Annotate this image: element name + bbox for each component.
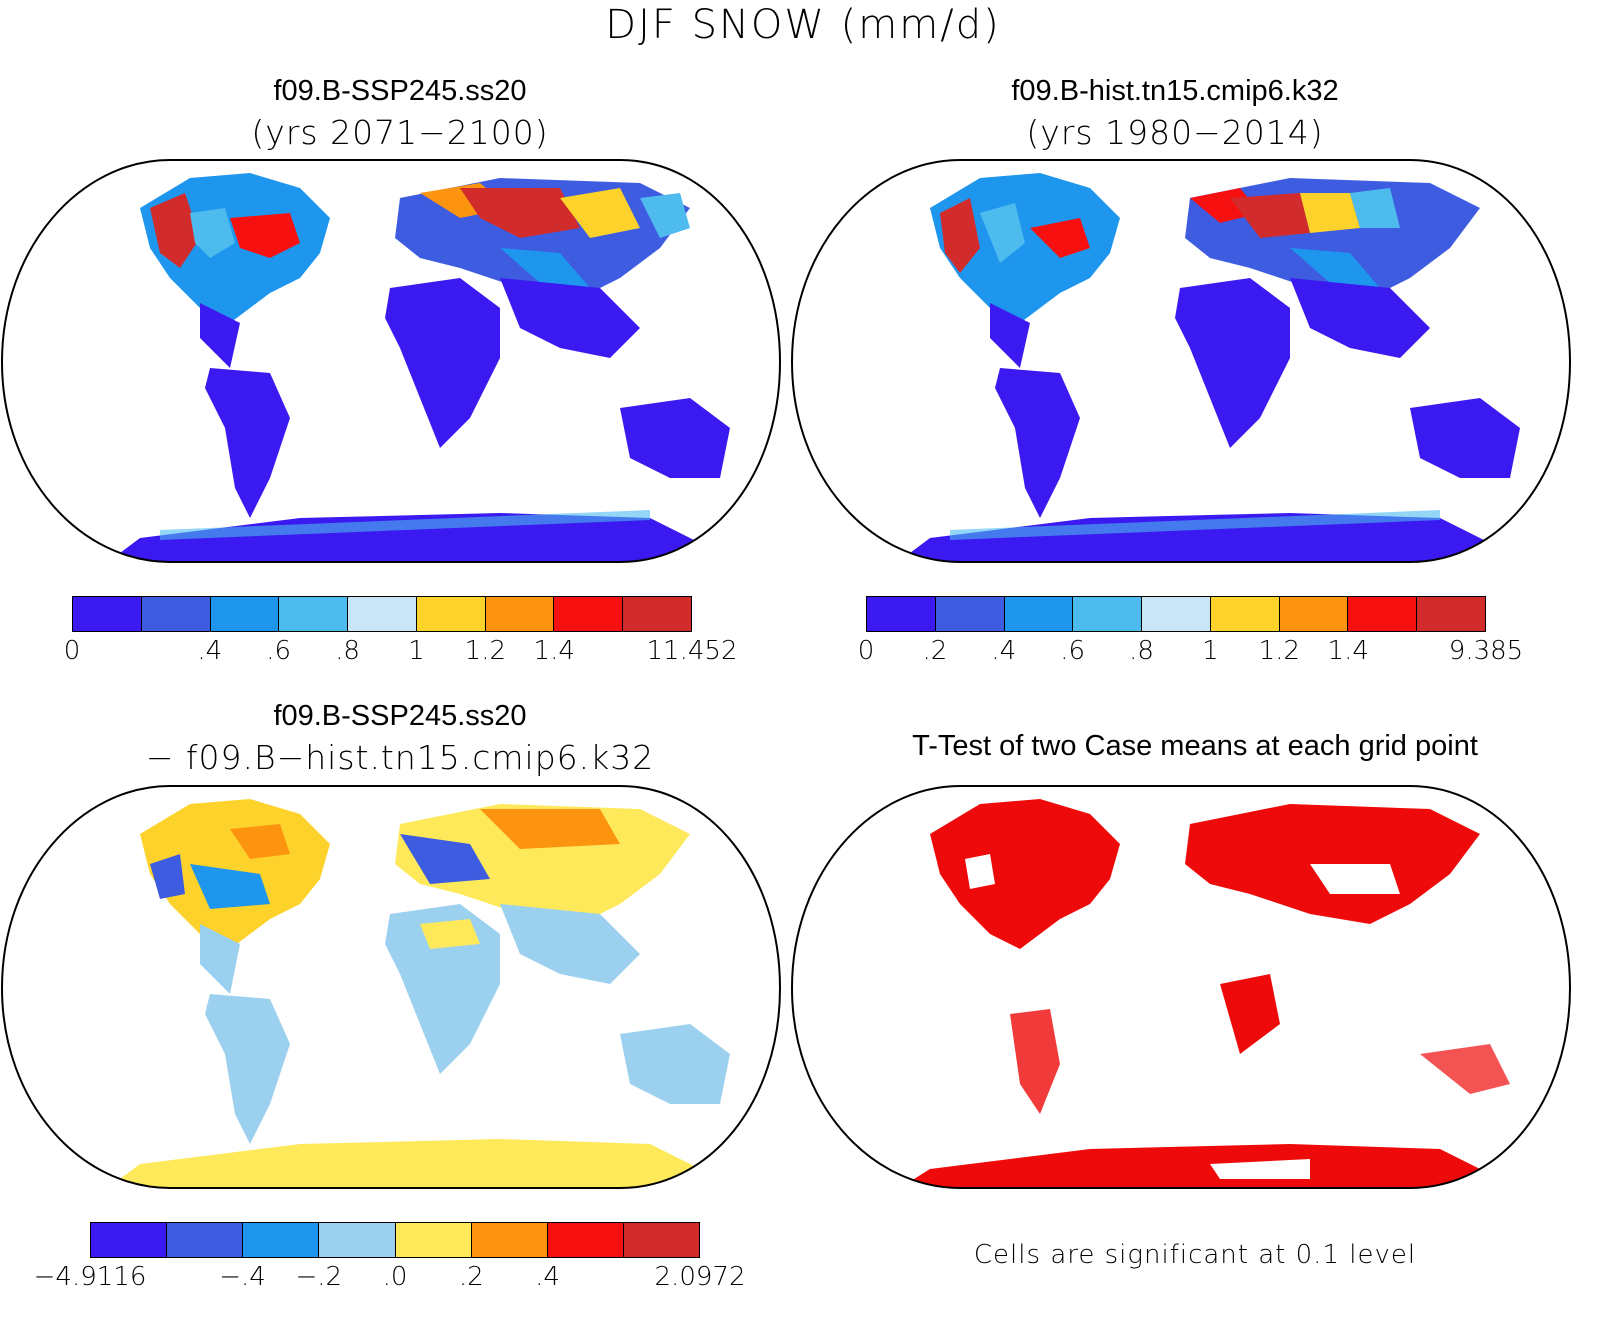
- colorbar-tick-label: 0: [63, 636, 81, 666]
- colorbar-box: [1348, 597, 1418, 631]
- colorbar-tick-label: .8: [1129, 636, 1154, 666]
- colorbar-box: [935, 597, 1005, 631]
- map-br: [791, 785, 1571, 1189]
- colorbar-tick-label: .2: [922, 636, 948, 666]
- colorbar-tick-label: 2.0972: [654, 1262, 746, 1292]
- colorbar-tick-label: −.2: [295, 1262, 343, 1292]
- colorbar-tick-label: 9.385: [1448, 636, 1524, 666]
- colorbar-box: [1417, 597, 1486, 631]
- colorbar-tr: [866, 596, 1486, 632]
- colorbar-box: [485, 597, 555, 631]
- panel-subtitle-tr: (yrs 1980−2014): [1026, 113, 1324, 152]
- colorbar-box: [319, 1223, 396, 1257]
- colorbar-box: [623, 1223, 699, 1257]
- colorbar-box: [348, 597, 417, 631]
- significance-footnote: Cells are significant at 0.1 level: [973, 1240, 1417, 1270]
- colorbar-box: [73, 597, 142, 631]
- colorbar-tick-label: .0: [382, 1262, 408, 1292]
- colorbar-box: [867, 597, 936, 631]
- colorbar-tick-label: .6: [1060, 636, 1086, 666]
- colorbar-box: [623, 597, 692, 631]
- colorbar-box: [554, 597, 624, 631]
- colorbar-box: [91, 1223, 168, 1257]
- colorbar-box: [279, 597, 349, 631]
- colorbar-tick-label: .8: [335, 636, 360, 666]
- map-tl: [1, 159, 781, 563]
- colorbar-box: [141, 597, 211, 631]
- colorbar-tick-label: .2: [458, 1262, 484, 1292]
- colorbar-ticks-bl: −4.9116 −.4 −.2 .0 .2 .4 2.0972: [34, 1262, 746, 1294]
- colorbar-bl: [90, 1222, 700, 1258]
- colorbar-box: [1142, 597, 1211, 631]
- panel-title-bl: f09.B-SSP245.ss20: [273, 700, 527, 732]
- land-bl: [100, 799, 730, 1188]
- colorbar-tick-label: 11.452: [646, 636, 738, 666]
- colorbar-tl: [72, 596, 692, 632]
- colorbar-tick-label: .6: [266, 636, 292, 666]
- panel-subtitle-tl: (yrs 2071−2100): [251, 113, 549, 152]
- colorbar-box: [547, 1223, 624, 1257]
- figure-title: DJF SNOW (mm/d): [605, 2, 1001, 48]
- colorbar-tick-label: 0: [857, 636, 875, 666]
- colorbar-ticks-tr: 0 .2 .4 .6 .8 1 1.2 1.4 9.385: [858, 636, 1523, 668]
- colorbar-box: [1279, 597, 1349, 631]
- colorbar-tick-label: .4: [991, 636, 1017, 666]
- panel-title-br: T-Test of two Case means at each grid po…: [912, 730, 1478, 762]
- map-bl: [1, 785, 781, 1189]
- colorbar-box: [210, 597, 280, 631]
- land-tr: [890, 173, 1520, 562]
- significance-mask-br: [890, 799, 1510, 1188]
- colorbar-tick-label: 1: [1202, 636, 1219, 666]
- colorbar-box: [1004, 597, 1074, 631]
- colorbar-box: [395, 1223, 472, 1257]
- colorbar-box: [167, 1223, 244, 1257]
- colorbar-tick-label: 1: [408, 636, 425, 666]
- colorbar-tick-label: 1.2: [464, 636, 507, 666]
- colorbar-box: [1073, 597, 1143, 631]
- panel-subtitle-bl: − f09.B−hist.tn15.cmip6.k32: [145, 738, 655, 777]
- colorbar-tick-label: 1.4: [1327, 636, 1369, 666]
- colorbar-tick-label: −.4: [219, 1262, 266, 1292]
- panel-title-tl: f09.B-SSP245.ss20: [273, 75, 527, 107]
- colorbar-tick-label: .4: [197, 636, 223, 666]
- colorbar-tick-label: .4: [535, 1262, 560, 1292]
- map-tr: [791, 159, 1571, 563]
- panel-title-tr: f09.B-hist.tn15.cmip6.k32: [1011, 75, 1339, 107]
- colorbar-box: [1210, 597, 1280, 631]
- colorbar-box: [416, 597, 486, 631]
- colorbar-tick-label: 1.2: [1258, 636, 1301, 666]
- colorbar-box: [243, 1223, 320, 1257]
- colorbar-tick-label: 1.4: [533, 636, 575, 666]
- colorbar-ticks-tl: 0 .4 .6 .8 1 1.2 1.4 11.452: [64, 636, 738, 668]
- colorbar-box: [471, 1223, 548, 1257]
- colorbar-tick-label: −4.9116: [33, 1262, 147, 1292]
- land-tl: [100, 173, 730, 562]
